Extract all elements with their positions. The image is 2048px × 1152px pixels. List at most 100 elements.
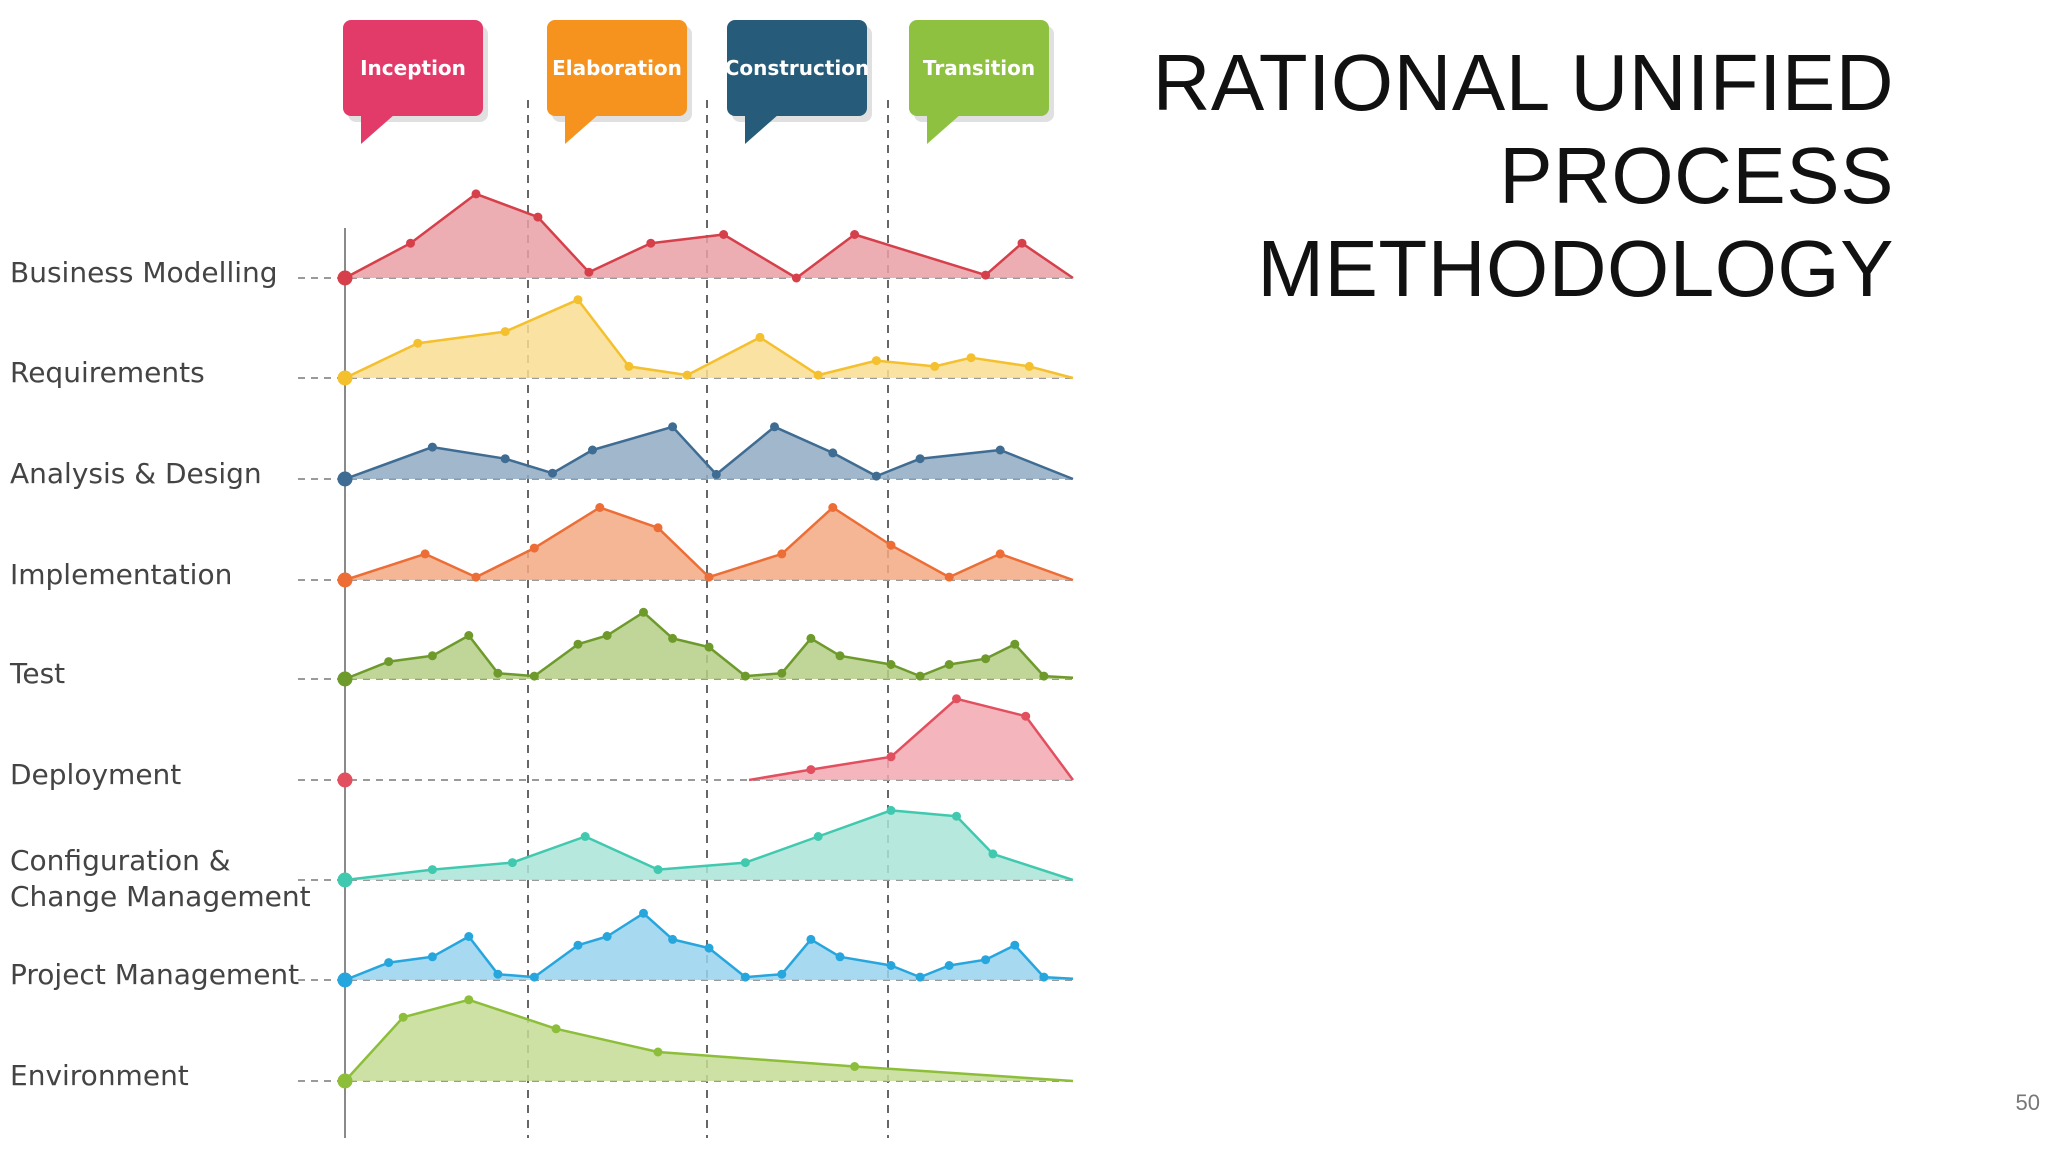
effort-point [668,935,677,944]
effort-point [472,573,481,582]
effort-point [887,806,896,815]
effort-point [530,672,539,681]
row-start-marker [338,973,353,988]
effort-point [777,549,786,558]
effort-point [741,672,750,681]
effort-point [1010,941,1019,950]
effort-point [1025,362,1034,371]
effort-point [584,268,593,277]
effort-point [806,634,815,643]
effort-point [1018,239,1027,248]
effort-point [399,1013,408,1022]
effort-point [814,371,823,380]
effort-point [501,327,510,336]
effort-point [428,952,437,961]
effort-point [850,1062,859,1071]
effort-point [603,631,612,640]
phase-callout: Construction [725,20,872,144]
effort-point [501,454,510,463]
effort-point [705,643,714,652]
effort-point [639,608,648,617]
effort-point [814,832,823,841]
discipline-label: Analysis & Design [10,457,262,490]
effort-point [777,669,786,678]
effort-point [464,995,473,1004]
effort-point [770,422,779,431]
discipline-row: Business Modelling [10,189,1073,289]
effort-point [384,657,393,666]
effort-point [581,832,590,841]
effort-point [872,472,881,481]
effort-point [421,549,430,558]
effort-point [574,295,583,304]
phase-callouts: InceptionElaborationConstructionTransiti… [343,20,1054,144]
discipline-label: Deployment [10,758,181,791]
phase-bubble-tail [361,114,395,144]
title-line-2: PROCESS [1153,129,1894,222]
effort-point [1039,973,1048,982]
effort-point [1010,640,1019,649]
effort-point [945,660,954,669]
effort-point [952,694,961,703]
effort-point [530,544,539,553]
effort-point [493,669,502,678]
effort-point [639,909,648,918]
effort-point [945,573,954,582]
discipline-label: Business Modelling [10,256,278,289]
effort-point [981,955,990,964]
phase-label: Inception [360,56,466,80]
effort-point [741,858,750,867]
discipline-row: Project Management [10,909,1073,991]
effort-point [406,239,415,248]
row-start-marker [338,271,353,286]
effort-point [887,541,896,550]
row-start-marker [338,1074,353,1089]
effort-point [508,858,517,867]
row-start-marker [338,873,353,888]
effort-point [887,752,896,761]
effort-point [712,470,721,479]
effort-point [588,446,597,455]
effort-point [792,274,801,283]
discipline-row: Test [9,608,1073,690]
effort-point [952,812,961,821]
discipline-label: Project Management [10,958,299,991]
row-start-marker [338,672,353,687]
effort-point [533,213,542,222]
phase-callout: Inception [343,20,488,144]
effort-point [981,271,990,280]
discipline-row: Requirements [10,295,1073,389]
discipline-label: Configuration &Change Management [10,844,311,913]
effort-point [945,961,954,970]
discipline-row: Deployment [10,694,1073,791]
effort-point [850,230,859,239]
phase-label: Elaboration [552,56,682,80]
effort-point [930,362,939,371]
effort-point [872,356,881,365]
row-start-marker [338,371,353,386]
effort-point [705,944,714,953]
discipline-label: Implementation [10,558,232,591]
effort-point [756,333,765,342]
effort-point [574,640,583,649]
effort-point [428,865,437,874]
effort-point [916,672,925,681]
effort-point [806,765,815,774]
effort-point [464,631,473,640]
rup-hump-diagram: Business Modelling Requirements Analysis &… [0,0,1120,1152]
phase-callout: Elaboration [547,20,692,144]
effort-point [530,973,539,982]
effort-point [887,961,896,970]
effort-point [916,973,925,982]
discipline-row: Environment [10,995,1073,1092]
effort-point [996,446,1005,455]
effort-area [345,1000,1073,1081]
effort-area [345,810,1073,880]
effort-point [777,970,786,979]
effort-point [741,973,750,982]
effort-point [705,573,714,582]
discipline-label: Requirements [10,356,205,389]
effort-point [828,503,837,512]
effort-point [988,849,997,858]
effort-point [548,469,557,478]
